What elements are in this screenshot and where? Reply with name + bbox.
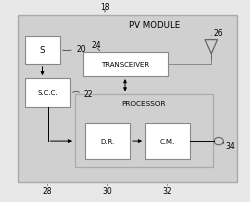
Bar <box>145 123 190 160</box>
Text: 34: 34 <box>225 141 235 150</box>
Text: S: S <box>40 46 45 55</box>
Text: TRANSCEIVER: TRANSCEIVER <box>101 62 149 68</box>
Text: 26: 26 <box>214 29 224 38</box>
Text: 30: 30 <box>103 186 113 195</box>
Text: S.C.C.: S.C.C. <box>37 90 58 96</box>
Text: PV MODULE: PV MODULE <box>130 21 180 30</box>
Text: D.R.: D.R. <box>100 138 115 144</box>
Bar <box>82 53 168 77</box>
Text: 32: 32 <box>163 186 172 195</box>
Text: PROCESSOR: PROCESSOR <box>122 100 166 106</box>
Text: 20: 20 <box>76 45 86 54</box>
Text: 22: 22 <box>84 89 93 98</box>
Bar <box>25 79 70 107</box>
Bar <box>75 95 212 168</box>
Bar <box>85 123 130 160</box>
Text: 28: 28 <box>43 186 52 195</box>
Bar <box>18 16 237 182</box>
Text: 24: 24 <box>91 41 101 50</box>
Text: 18: 18 <box>100 3 110 12</box>
Bar <box>25 36 60 65</box>
Text: C.M.: C.M. <box>160 138 175 144</box>
